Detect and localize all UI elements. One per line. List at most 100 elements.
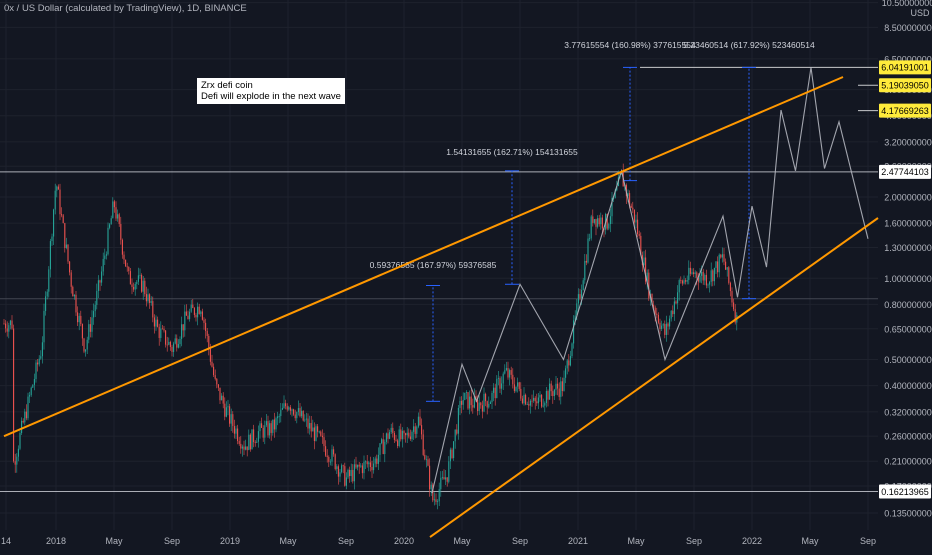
candle-body bbox=[598, 218, 600, 225]
price-label-badge: 5.19039050 bbox=[879, 78, 931, 93]
candle-body bbox=[94, 304, 96, 312]
candle-body bbox=[121, 239, 123, 255]
time-tick-label: May bbox=[105, 536, 123, 546]
candle-body bbox=[685, 280, 687, 282]
candle-body bbox=[416, 426, 418, 434]
candle-body bbox=[48, 269, 50, 292]
candle-body bbox=[573, 320, 575, 344]
candle-body bbox=[270, 423, 272, 433]
candle-body bbox=[630, 205, 632, 208]
candle-body bbox=[78, 315, 80, 323]
candle-body bbox=[269, 423, 271, 436]
candle-body bbox=[25, 411, 27, 419]
candle-body bbox=[32, 384, 34, 388]
price-tick-label: 10.50000000 bbox=[882, 0, 932, 8]
candle-body bbox=[645, 257, 647, 282]
candle-body bbox=[470, 396, 472, 406]
candle-body bbox=[49, 241, 51, 270]
candle-body bbox=[205, 322, 207, 331]
candle-body bbox=[661, 325, 663, 329]
candle-body bbox=[334, 454, 336, 470]
candle-body bbox=[27, 396, 29, 419]
candle-body bbox=[24, 411, 26, 423]
candle-body bbox=[493, 387, 495, 393]
candle-body bbox=[134, 283, 136, 290]
candle-body bbox=[88, 324, 90, 340]
candle-body bbox=[59, 189, 61, 215]
candle-body bbox=[728, 267, 730, 283]
candle-body bbox=[69, 261, 71, 273]
candle-body bbox=[704, 274, 706, 281]
candle-body bbox=[448, 461, 450, 482]
candle-body bbox=[166, 344, 168, 346]
projection-path bbox=[431, 67, 869, 494]
candle-body bbox=[195, 314, 197, 318]
candle-body bbox=[430, 484, 432, 490]
candle-body bbox=[510, 370, 512, 375]
candle-body bbox=[6, 328, 8, 332]
time-tick-label: May bbox=[453, 536, 471, 546]
candle-body bbox=[667, 323, 669, 327]
time-tick-label: 2019 bbox=[220, 536, 240, 546]
candle-body bbox=[145, 294, 147, 302]
candle-body bbox=[110, 218, 112, 225]
annotation-note[interactable]: Zrx defi coin Defi will explode in the n… bbox=[197, 78, 345, 104]
candle-body bbox=[101, 271, 103, 283]
candle-body bbox=[357, 464, 359, 468]
candle-body bbox=[373, 463, 375, 471]
candle-body bbox=[344, 466, 346, 486]
time-tick-label: May bbox=[627, 536, 645, 546]
candle-body bbox=[697, 277, 699, 282]
candle-body bbox=[360, 465, 362, 467]
price-label-badge: 0.16213965 bbox=[879, 484, 931, 499]
candle-body bbox=[161, 328, 163, 330]
candle-body bbox=[297, 408, 299, 413]
candle-body bbox=[381, 439, 383, 444]
candle-body bbox=[197, 306, 199, 318]
price-channel[interactable] bbox=[3, 76, 879, 538]
candle-body bbox=[614, 190, 616, 198]
candle-body bbox=[401, 430, 403, 440]
candle-body bbox=[227, 406, 229, 408]
candle-body bbox=[102, 258, 104, 272]
candle-body bbox=[670, 310, 672, 319]
candle-body bbox=[177, 344, 179, 348]
candle-body bbox=[395, 439, 397, 441]
candle-body bbox=[505, 368, 507, 371]
candle-body bbox=[342, 465, 344, 467]
candle-body bbox=[224, 403, 226, 417]
time-axis[interactable]: 14 2018 May Sep 2019 May Sep 2020 May Sep 2021 May S… bbox=[1, 536, 876, 546]
channel-upper-line bbox=[3, 76, 844, 438]
candle-body bbox=[443, 477, 445, 480]
candle-body bbox=[677, 292, 679, 304]
candle-body bbox=[409, 436, 411, 440]
candle-body bbox=[150, 301, 152, 303]
candlestick-series bbox=[3, 163, 738, 510]
candle-body bbox=[320, 431, 322, 436]
candle-body bbox=[582, 280, 584, 291]
candle-body bbox=[509, 370, 511, 378]
candle-body bbox=[489, 402, 491, 404]
candle-body bbox=[473, 396, 475, 408]
candle-body bbox=[192, 304, 194, 309]
candle-body bbox=[454, 429, 456, 442]
candle-body bbox=[139, 274, 141, 276]
candle-body bbox=[405, 433, 407, 436]
candle-body bbox=[117, 214, 119, 219]
candle-body bbox=[733, 302, 735, 310]
price-label-text: 4.17669263 bbox=[881, 106, 929, 116]
price-axis[interactable]: 10.500000008.500000006.500000005.0000000… bbox=[879, 0, 932, 519]
candle-body bbox=[542, 405, 544, 407]
candle-body bbox=[181, 324, 183, 339]
time-tick-label: Sep bbox=[164, 536, 180, 546]
price-tick-label: 8.50000000 bbox=[884, 23, 932, 33]
candle-body bbox=[445, 477, 447, 480]
candle-body bbox=[56, 186, 58, 191]
candle-body bbox=[280, 409, 282, 417]
price-label-bg bbox=[879, 103, 931, 118]
candle-body bbox=[701, 271, 703, 276]
candle-body bbox=[5, 323, 7, 329]
candle-body bbox=[125, 259, 127, 267]
